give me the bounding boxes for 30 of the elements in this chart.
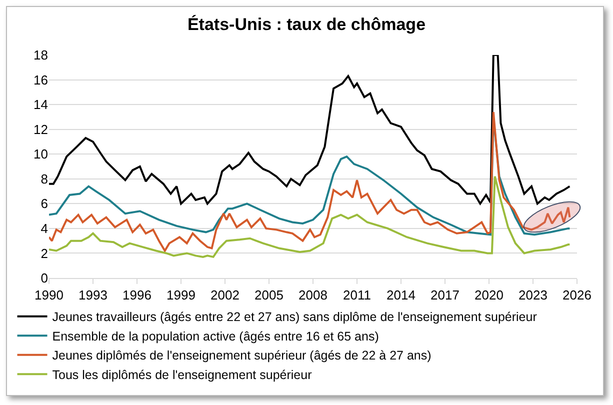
- x-tick-label: 2026: [562, 288, 592, 303]
- x-tick-label: 2023: [518, 288, 548, 303]
- y-tick-label: 16: [34, 72, 48, 88]
- line-series: [49, 175, 571, 258]
- y-tick-label: 18: [34, 48, 48, 63]
- y-tick-label: 12: [34, 122, 48, 137]
- x-tick-label: 1996: [122, 288, 152, 303]
- y-tick-label: 10: [34, 146, 48, 162]
- legend-label: Tous les diplômés de l'enseignement supérieur: [52, 368, 312, 382]
- legend-label: Jeunes travailleurs (âgés entre 22 et 27 ans) sans diplôme de l'enseignement supérieur: [52, 310, 537, 324]
- y-tick-label: 0: [40, 270, 48, 286]
- x-tick-label: 2011: [343, 288, 371, 303]
- line-series: [49, 55, 571, 205]
- x-tick-label: 1999: [166, 288, 196, 303]
- x-tick-label: 2002: [210, 288, 240, 303]
- y-tick-label: 4: [40, 220, 48, 236]
- y-tick-label: 8: [40, 171, 48, 186]
- y-tick-label: 2: [40, 246, 48, 261]
- y-tick-label: 6: [40, 196, 48, 212]
- x-tick-label: 2014: [386, 288, 416, 303]
- x-tick-label: 2008: [298, 288, 328, 303]
- x-tick-label: 2020: [474, 288, 504, 303]
- chart-title: États-Unis : taux de chômage: [187, 14, 426, 34]
- x-tick-label: 2005: [254, 288, 284, 303]
- legend-label: Jeunes diplômés de l'enseignement supérieur (âgés de 22 à 27 ans): [52, 348, 432, 363]
- x-tick-label: 1993: [78, 288, 108, 303]
- y-tick-label: 14: [34, 97, 48, 112]
- x-tick-label: 2017: [430, 288, 460, 303]
- x-tick-label: 1990: [34, 288, 64, 303]
- legend-label: Ensemble de la population active (âgés entre 16 et 65 ans): [52, 329, 379, 344]
